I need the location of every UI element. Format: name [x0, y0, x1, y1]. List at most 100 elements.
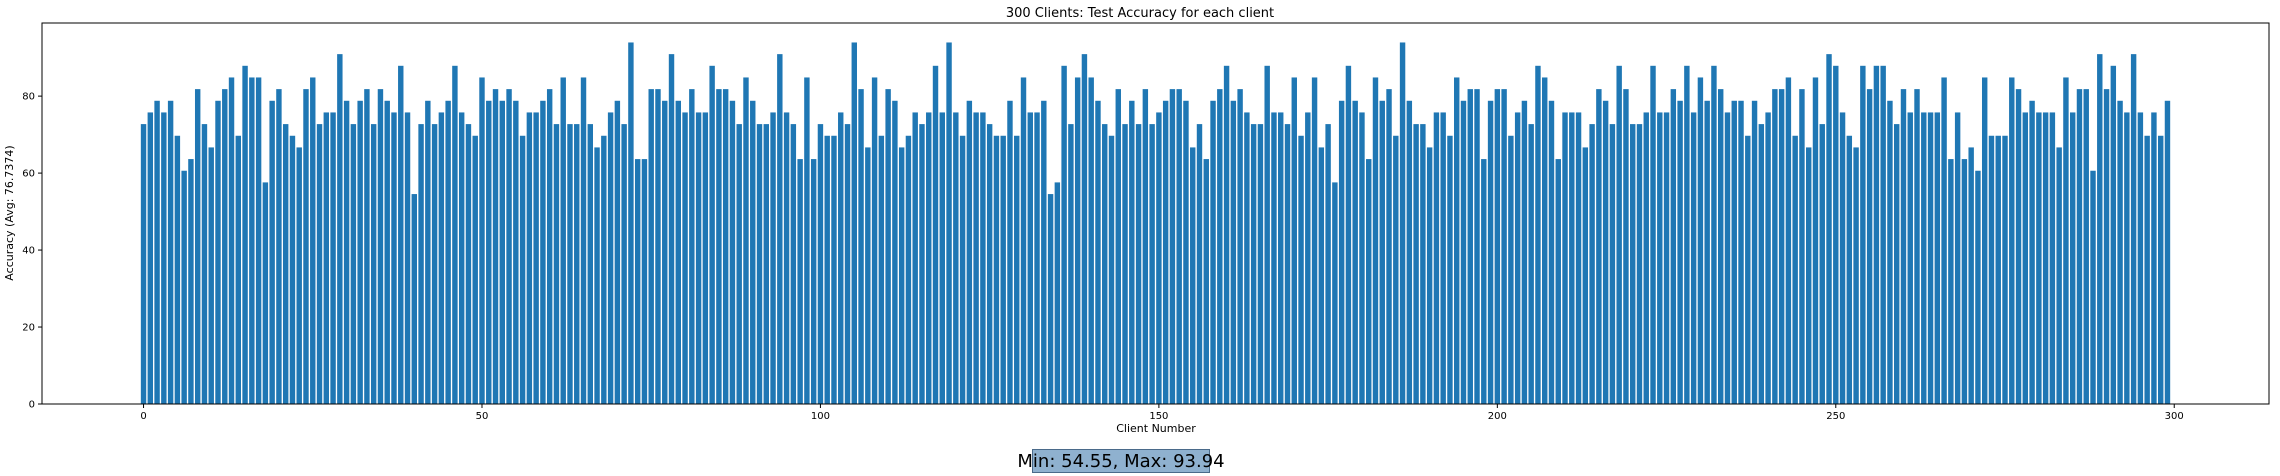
bar-client-135 [1054, 182, 1061, 404]
bar-client-105 [851, 42, 857, 404]
bar-client-4 [167, 100, 174, 404]
bar-client-102 [831, 135, 837, 404]
plot-frame [41, 22, 2270, 405]
bars-group [140, 42, 2171, 405]
y-tick-label: 60 [22, 169, 35, 180]
bar-client-71 [621, 124, 627, 404]
bar-client-274 [1995, 135, 2001, 404]
bar-client-156 [1196, 124, 1203, 404]
bar-client-226 [1670, 89, 1677, 405]
bar-client-189 [1420, 124, 1426, 404]
bar-client-267 [1948, 159, 1954, 404]
bar-client-84 [709, 65, 715, 405]
bar-client-62 [560, 77, 566, 405]
bar-client-110 [885, 89, 891, 405]
bar-client-136 [1061, 65, 1067, 405]
bar-client-254 [1860, 65, 1866, 405]
bar-client-144 [1115, 89, 1121, 405]
bar-client-12 [222, 89, 228, 405]
bar-client-2 [154, 100, 160, 404]
bar-client-161 [1230, 100, 1237, 404]
bar-client-70 [614, 100, 621, 404]
bar-client-143 [1108, 135, 1115, 404]
bar-client-32 [357, 100, 363, 404]
x-tick-label: 300 [2165, 411, 2184, 422]
bar-client-212 [1575, 112, 1582, 404]
bar-client-0 [140, 124, 147, 404]
bar-client-239 [1758, 124, 1765, 404]
bar-client-238 [1751, 100, 1758, 404]
bar-client-280 [2036, 112, 2042, 404]
bar-client-281 [2042, 112, 2049, 404]
bar-client-126 [993, 135, 1000, 404]
bar-client-159 [1217, 89, 1223, 405]
bar-client-194 [1454, 77, 1460, 405]
bar-client-219 [1623, 89, 1629, 405]
bar-client-176 [1332, 182, 1338, 404]
bar-client-131 [1027, 112, 1033, 404]
bar-client-228 [1684, 65, 1690, 405]
bar-client-204 [1521, 100, 1528, 404]
bar-client-193 [1447, 135, 1453, 404]
bar-client-180 [1359, 112, 1365, 404]
bar-client-181 [1366, 159, 1372, 404]
bar-client-107 [865, 147, 871, 405]
bar-client-233 [1718, 89, 1724, 405]
bar-client-252 [1846, 135, 1853, 404]
bar-client-153 [1176, 89, 1182, 405]
bar-client-221 [1636, 124, 1643, 404]
bar-client-98 [804, 77, 810, 405]
bar-client-100 [817, 124, 824, 404]
bar-client-292 [2117, 100, 2123, 404]
bar-client-270 [1968, 147, 1974, 405]
bar-client-125 [986, 124, 993, 404]
bar-client-57 [526, 112, 533, 404]
bar-client-30 [343, 100, 350, 404]
bar-client-140 [1088, 77, 1094, 405]
bar-client-97 [797, 159, 803, 404]
bar-client-205 [1528, 124, 1534, 404]
bar-client-51 [486, 100, 492, 404]
bar-client-263 [1921, 112, 1927, 404]
bar-client-242 [1778, 89, 1785, 405]
bar-client-195 [1460, 100, 1467, 404]
bar-client-152 [1169, 89, 1176, 405]
bar-client-295 [2137, 112, 2144, 404]
bar-client-164 [1250, 124, 1257, 404]
bar-client-123 [973, 112, 979, 404]
bar-client-231 [1704, 100, 1710, 404]
bar-client-148 [1142, 89, 1149, 405]
bar-client-65 [580, 77, 587, 405]
bar-client-37 [391, 112, 397, 404]
x-tick-label: 100 [811, 411, 830, 422]
bar-client-93 [770, 112, 776, 404]
bar-client-121 [959, 135, 966, 404]
bar-client-114 [912, 112, 918, 404]
bar-client-217 [1609, 124, 1616, 404]
bar-client-60 [546, 89, 553, 405]
bar-client-111 [892, 100, 898, 404]
bar-client-241 [1772, 89, 1778, 405]
bar-client-264 [1927, 112, 1934, 404]
bar-client-43 [431, 124, 438, 404]
bar-client-82 [695, 112, 702, 404]
bar-client-17 [255, 77, 262, 405]
bar-client-229 [1690, 112, 1697, 404]
bar-client-218 [1616, 65, 1622, 405]
bar-client-76 [655, 89, 661, 405]
bar-client-15 [242, 65, 248, 405]
bar-client-85 [716, 89, 722, 405]
bar-client-58 [533, 112, 539, 404]
bar-client-245 [1799, 89, 1805, 405]
bar-client-211 [1569, 112, 1575, 404]
bar-client-175 [1325, 124, 1331, 404]
bar-client-227 [1677, 100, 1683, 404]
bar-client-55 [513, 100, 519, 404]
bar-client-253 [1853, 147, 1859, 405]
bar-client-198 [1481, 159, 1487, 404]
bar-client-230 [1697, 77, 1704, 405]
bar-client-109 [878, 135, 885, 404]
bar-client-224 [1657, 112, 1663, 404]
bar-client-298 [2157, 135, 2164, 404]
bar-client-177 [1338, 100, 1345, 404]
